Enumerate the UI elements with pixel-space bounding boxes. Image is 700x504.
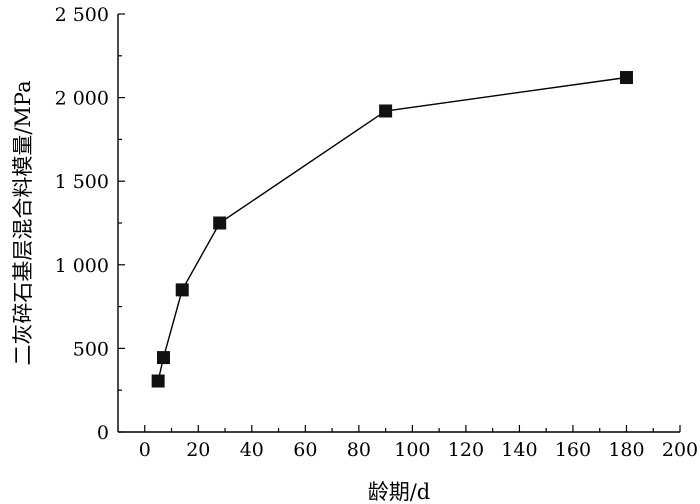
x-tick-label: 0 [139,439,151,461]
x-tick-label: 140 [501,439,537,461]
series-line [157,76,627,382]
data-point [151,374,165,388]
x-tick-label: 120 [448,439,484,461]
x-tick-label: 180 [608,439,644,461]
x-tick-label: 40 [240,439,264,461]
data-point [156,351,170,365]
y-tick-label: 1 000 [55,255,109,277]
x-tick-label: 80 [347,439,371,461]
x-axis-ticks: 0 20 40 60 80 100 120 140 160 180 200 [139,425,698,461]
data-point [619,71,633,85]
y-axis-title: 二灰碎石基层混合料模量/MPa [11,80,35,365]
y-tick-label: 500 [73,338,109,360]
y-tick-label: 2 500 [55,4,109,26]
data-series [151,71,633,388]
y-tick-label: 2 000 [55,88,109,110]
x-tick-label: 160 [555,439,591,461]
x-tick-label: 100 [394,439,430,461]
x-axis-title: 龄期/d [368,480,431,504]
data-point [175,283,189,297]
y-axis-ticks: 0 500 1 000 1 500 2 000 2 500 [55,4,125,444]
y-tick-label: 0 [97,422,109,444]
data-point [213,216,227,230]
x-tick-label: 200 [662,439,698,461]
y-tick-label: 1 500 [55,171,109,193]
x-tick-label: 20 [186,439,210,461]
data-point [379,104,393,118]
x-tick-label: 60 [293,439,317,461]
